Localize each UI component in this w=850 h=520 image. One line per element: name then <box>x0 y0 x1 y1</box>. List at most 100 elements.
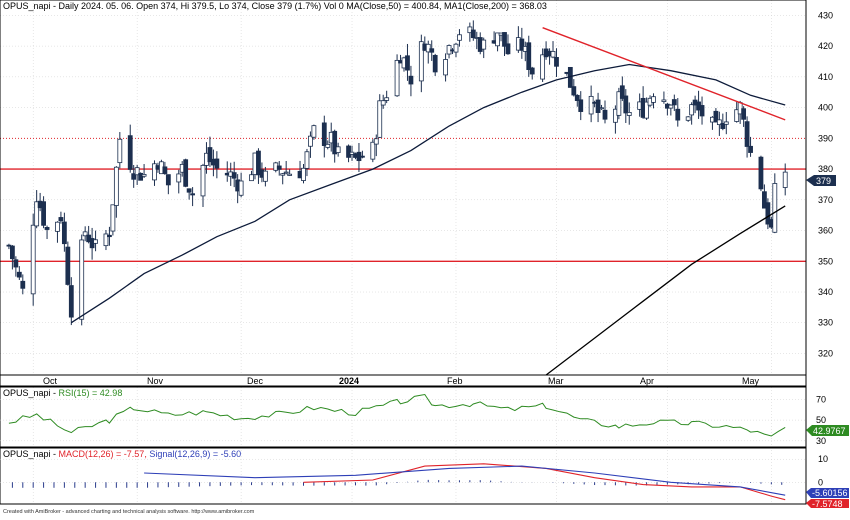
candle <box>287 169 293 176</box>
candle-body <box>519 38 525 51</box>
candle <box>470 20 476 41</box>
macd-lines-group <box>144 463 786 501</box>
candle-body <box>30 224 36 295</box>
candle <box>578 91 584 121</box>
candle-body <box>595 99 601 113</box>
candle-body <box>214 158 220 169</box>
candle <box>20 274 26 295</box>
candle <box>644 97 649 120</box>
candle-body <box>44 227 50 230</box>
signal-value-marker: -5.60156 <box>806 488 849 498</box>
candle <box>311 124 317 140</box>
rsi-y-tick-label: 70 <box>816 394 826 404</box>
x-tick-label: Feb <box>447 376 463 386</box>
candle <box>453 42 459 58</box>
candle-body <box>661 99 667 102</box>
candle-body <box>138 172 144 181</box>
candle-body <box>495 32 500 47</box>
horizontal-levels <box>0 137 806 262</box>
candle <box>574 94 580 107</box>
candle-body <box>276 165 282 170</box>
candle <box>304 148 310 177</box>
candle <box>443 53 448 82</box>
candle-body <box>141 174 147 177</box>
candle <box>131 164 137 188</box>
candle <box>107 226 112 246</box>
price-y-tick-label: 430 <box>818 10 833 20</box>
candle-body <box>405 55 410 71</box>
candle <box>720 113 726 131</box>
candle-body <box>110 204 116 232</box>
candle <box>734 101 740 123</box>
candle-body <box>470 29 476 39</box>
candle <box>183 158 189 188</box>
rsi-line <box>8 393 786 437</box>
candle-body <box>325 143 331 148</box>
candle-body <box>668 104 674 109</box>
candle <box>716 111 722 136</box>
price-y-tick-label: 370 <box>818 195 833 205</box>
candles <box>6 20 788 326</box>
candle-body <box>540 54 546 80</box>
candle-body <box>453 43 459 53</box>
macd-header: OPUS_napi - MACD(12,26) = -7.57, Signal(… <box>3 449 241 459</box>
candle-body <box>280 173 286 176</box>
candle-body <box>588 95 594 115</box>
candle <box>301 164 306 184</box>
candle-body <box>616 91 622 116</box>
candle <box>418 34 424 93</box>
price-y-tick-label: 400 <box>818 103 833 113</box>
candle-body <box>79 239 85 320</box>
candle <box>612 105 618 134</box>
candle <box>283 160 289 175</box>
candle <box>117 132 123 169</box>
macd-gridlines <box>0 458 806 483</box>
candle <box>519 27 525 59</box>
ma200-legend: MA1(Close,200) = 368.03 <box>444 1 547 11</box>
candle-body <box>360 155 365 158</box>
candle <box>432 53 438 76</box>
candle-body <box>599 107 604 110</box>
candle-body <box>200 164 206 197</box>
candle <box>425 40 431 64</box>
candle <box>58 211 64 224</box>
price-y-axis: 430 420 410 400 390 380 370 360 350 340 330 320 <box>818 10 833 358</box>
candle <box>380 94 386 109</box>
candle <box>93 230 98 252</box>
candle <box>668 104 674 116</box>
candle <box>685 116 691 122</box>
candle <box>55 221 60 243</box>
macd-panel: 10 0 -5.60156 -7.5748 OPUS_napi - MACD(12… <box>0 447 849 509</box>
candle-body <box>429 48 435 53</box>
candle-body <box>262 170 268 182</box>
candle-body <box>238 180 244 196</box>
candle-body <box>370 141 376 160</box>
candle-body <box>526 42 532 70</box>
ma50-legend: MA(Close,50) = 400.84, <box>346 1 444 11</box>
candle-body <box>162 166 168 174</box>
ma50-line <box>70 63 786 324</box>
macd-line <box>303 463 786 501</box>
candle <box>529 66 535 80</box>
candle-body <box>772 183 778 233</box>
candle-body <box>716 119 722 126</box>
candle <box>408 65 414 97</box>
candle-body <box>335 146 341 153</box>
candle-body <box>308 135 313 147</box>
candle-body <box>765 202 771 225</box>
candle <box>619 76 625 102</box>
candle-body <box>502 32 507 47</box>
candle-body <box>82 231 88 237</box>
candle-body <box>332 130 338 155</box>
candle-body <box>457 34 462 41</box>
candle <box>502 32 507 56</box>
x-tick-label: Oct <box>43 376 58 386</box>
candle-body <box>103 233 109 247</box>
candle-body <box>720 123 726 129</box>
candle-body <box>377 100 383 138</box>
candle <box>238 172 244 198</box>
candle-body <box>380 100 386 106</box>
candle <box>571 79 577 97</box>
candle-body <box>505 43 511 55</box>
